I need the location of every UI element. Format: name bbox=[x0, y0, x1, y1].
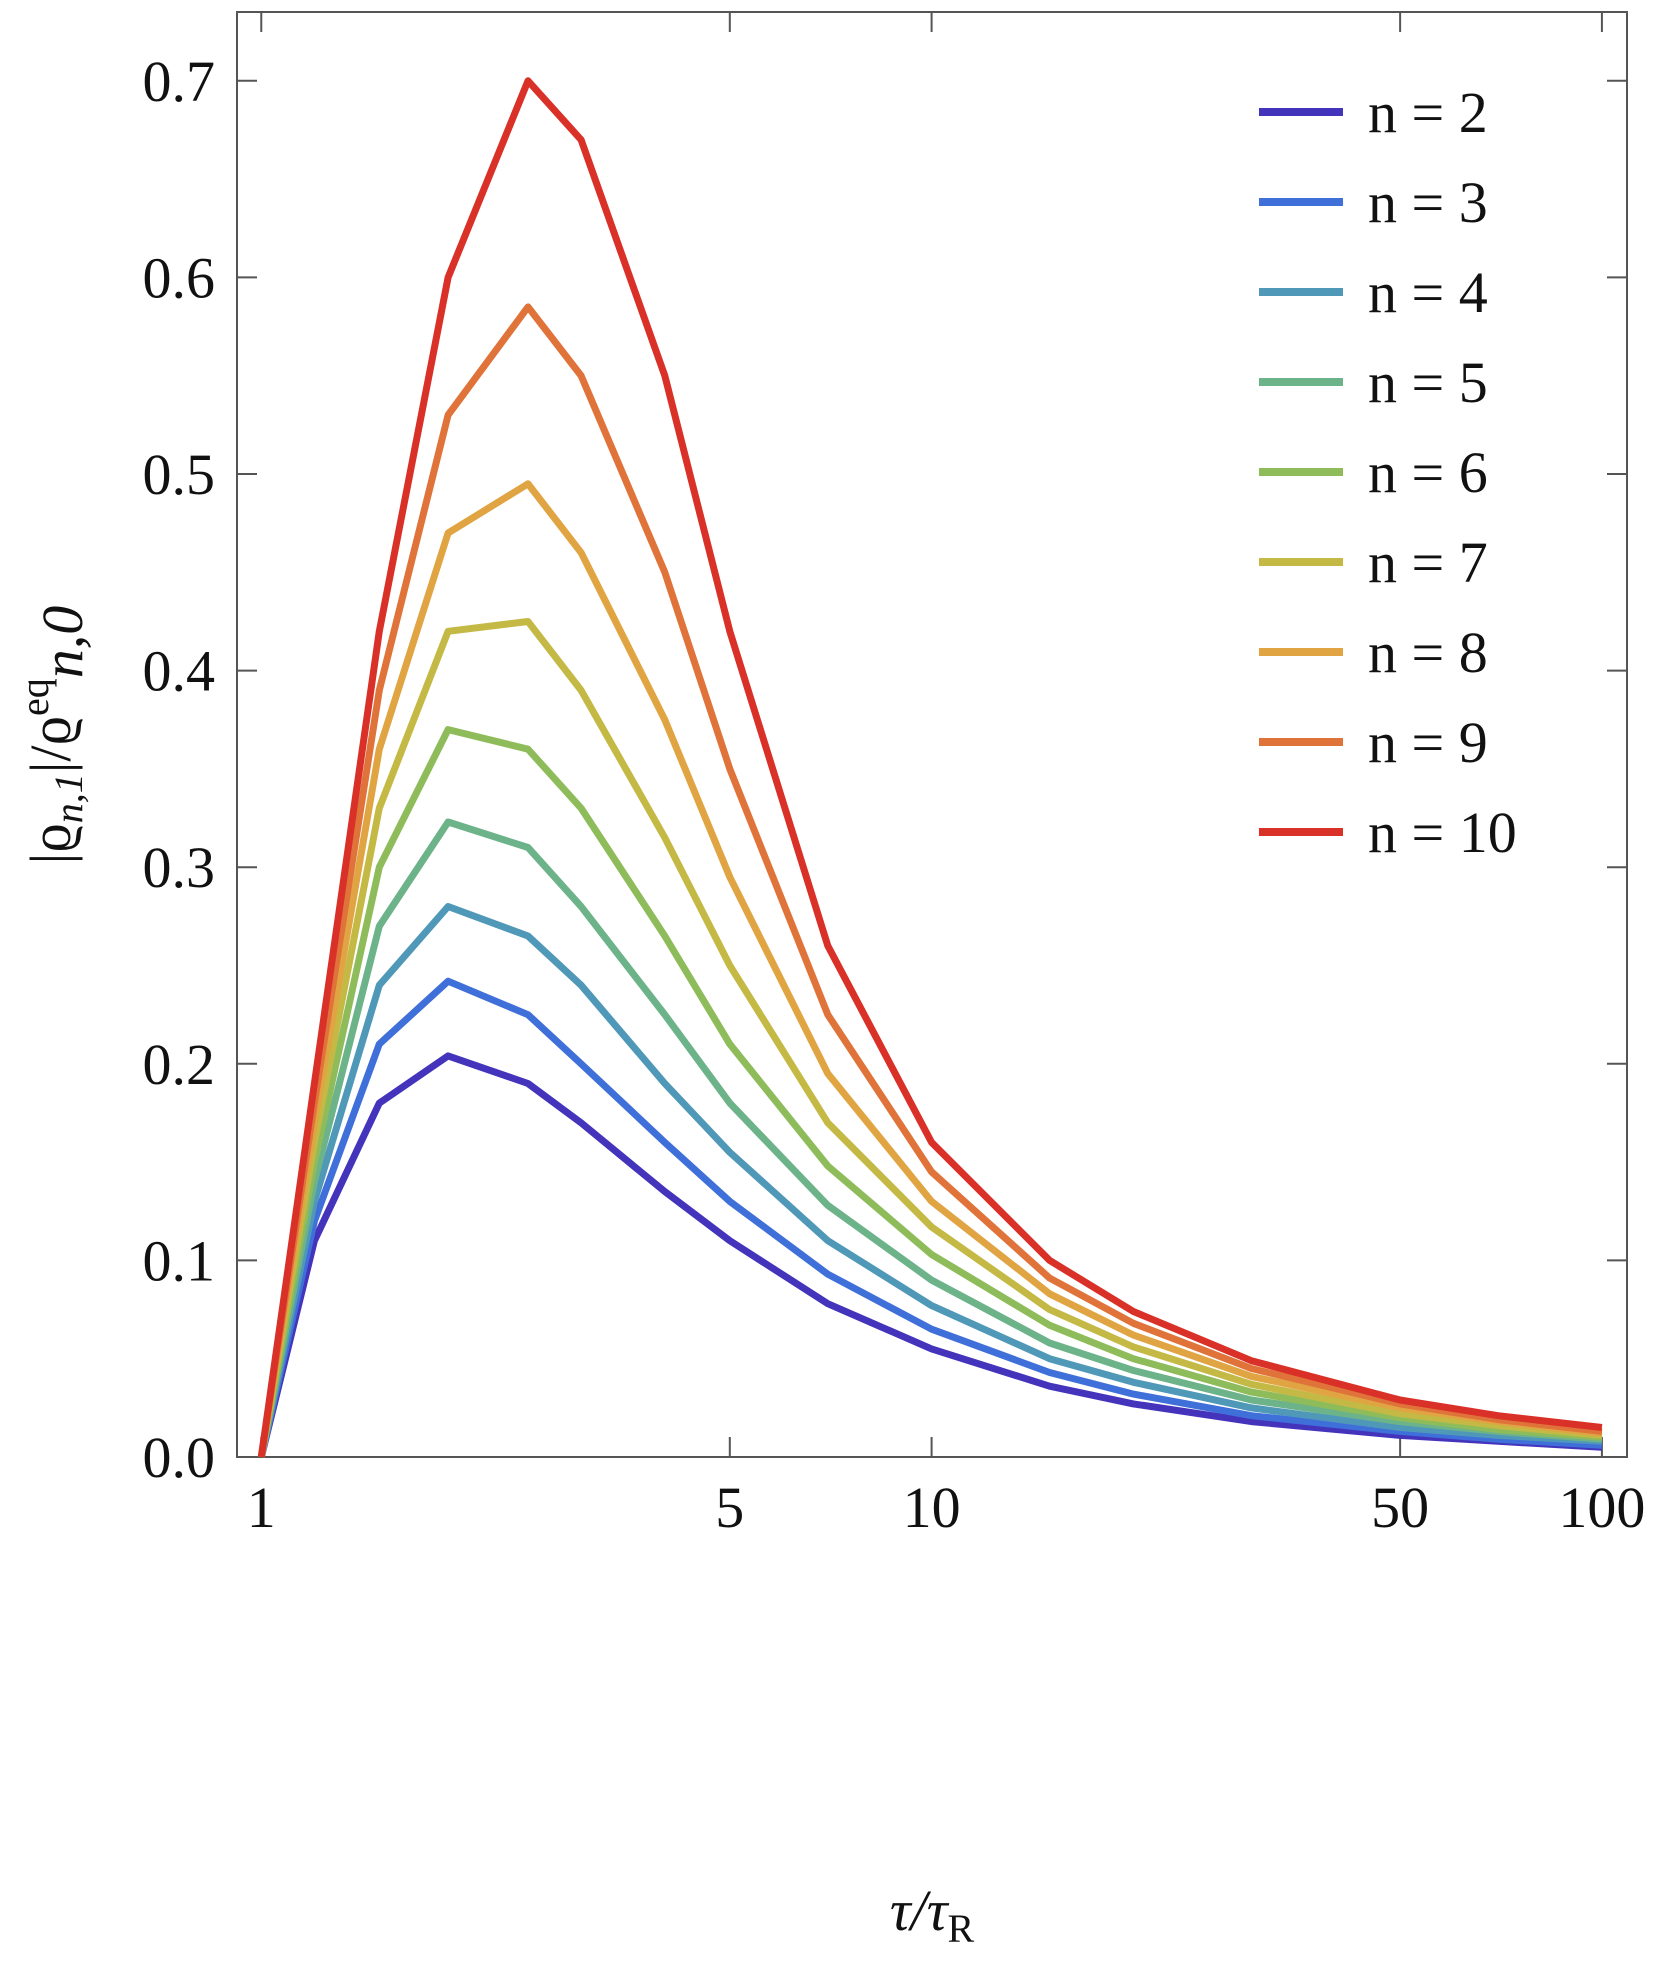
x-tick-label: 5 bbox=[715, 1475, 744, 1540]
x-axis-label-part: τ/τ bbox=[890, 1878, 950, 1943]
data-line bbox=[257, 303, 1603, 1458]
y-tick-label: 0.1 bbox=[143, 1228, 216, 1293]
legend-label: n = 4 bbox=[1368, 260, 1488, 325]
legend-label: n = 2 bbox=[1368, 80, 1488, 145]
legend-label: n = 5 bbox=[1368, 350, 1488, 415]
legend-label: n = 8 bbox=[1368, 620, 1488, 685]
data-line bbox=[257, 818, 1603, 1458]
x-axis-label-part: R bbox=[947, 1906, 974, 1951]
y-axis-label-part: |ϱ bbox=[18, 823, 83, 864]
legend-label: n = 7 bbox=[1368, 530, 1488, 595]
data-line bbox=[257, 903, 1603, 1458]
x-tick-label: 1 bbox=[247, 1475, 276, 1540]
x-tick-label: 100 bbox=[1558, 1475, 1645, 1540]
y-axis-label-part: |/ϱ bbox=[18, 716, 83, 773]
legend-label: n = 6 bbox=[1368, 440, 1488, 505]
y-axis-label-part: n,0 bbox=[30, 606, 95, 679]
y-axis-label: |ϱn,1|/ϱeqn,0 bbox=[12, 606, 95, 865]
x-tick-label: 10 bbox=[903, 1475, 961, 1540]
y-tick-label: 0.7 bbox=[143, 49, 216, 114]
y-tick-label: 0.0 bbox=[143, 1425, 216, 1490]
data-line bbox=[257, 1052, 1603, 1458]
data-line bbox=[257, 977, 1603, 1458]
legend-label: n = 3 bbox=[1368, 170, 1488, 235]
data-line bbox=[257, 480, 1603, 1458]
y-tick-label: 0.5 bbox=[143, 442, 216, 507]
y-tick-label: 0.6 bbox=[143, 245, 216, 310]
y-tick-label: 0.3 bbox=[143, 835, 216, 900]
data-line bbox=[257, 726, 1603, 1458]
x-tick-label: 50 bbox=[1371, 1475, 1429, 1540]
y-axis-label-part: n,1 bbox=[46, 773, 91, 823]
legend-label: n = 9 bbox=[1368, 710, 1488, 775]
y-axis-label-part: eq bbox=[12, 678, 57, 716]
data-line bbox=[257, 77, 1603, 1458]
legend-label: n = 10 bbox=[1368, 800, 1517, 865]
data-line bbox=[257, 618, 1603, 1458]
x-axis-label: τ/τR bbox=[890, 1878, 975, 1951]
y-tick-label: 0.4 bbox=[143, 639, 216, 704]
y-tick-label: 0.2 bbox=[143, 1032, 216, 1097]
